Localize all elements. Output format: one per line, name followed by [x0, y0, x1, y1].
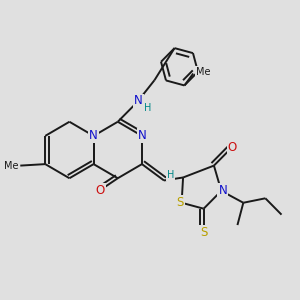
Text: N: N	[89, 129, 98, 142]
Text: N: N	[218, 184, 227, 197]
Text: H: H	[144, 103, 152, 113]
Text: O: O	[95, 184, 105, 196]
Text: S: S	[176, 196, 184, 209]
Text: Me: Me	[4, 160, 19, 171]
Text: S: S	[200, 226, 207, 239]
Text: Me: Me	[196, 67, 210, 77]
Text: O: O	[228, 141, 237, 154]
Text: N: N	[134, 94, 143, 107]
Text: N: N	[138, 129, 146, 142]
Text: H: H	[167, 170, 174, 180]
